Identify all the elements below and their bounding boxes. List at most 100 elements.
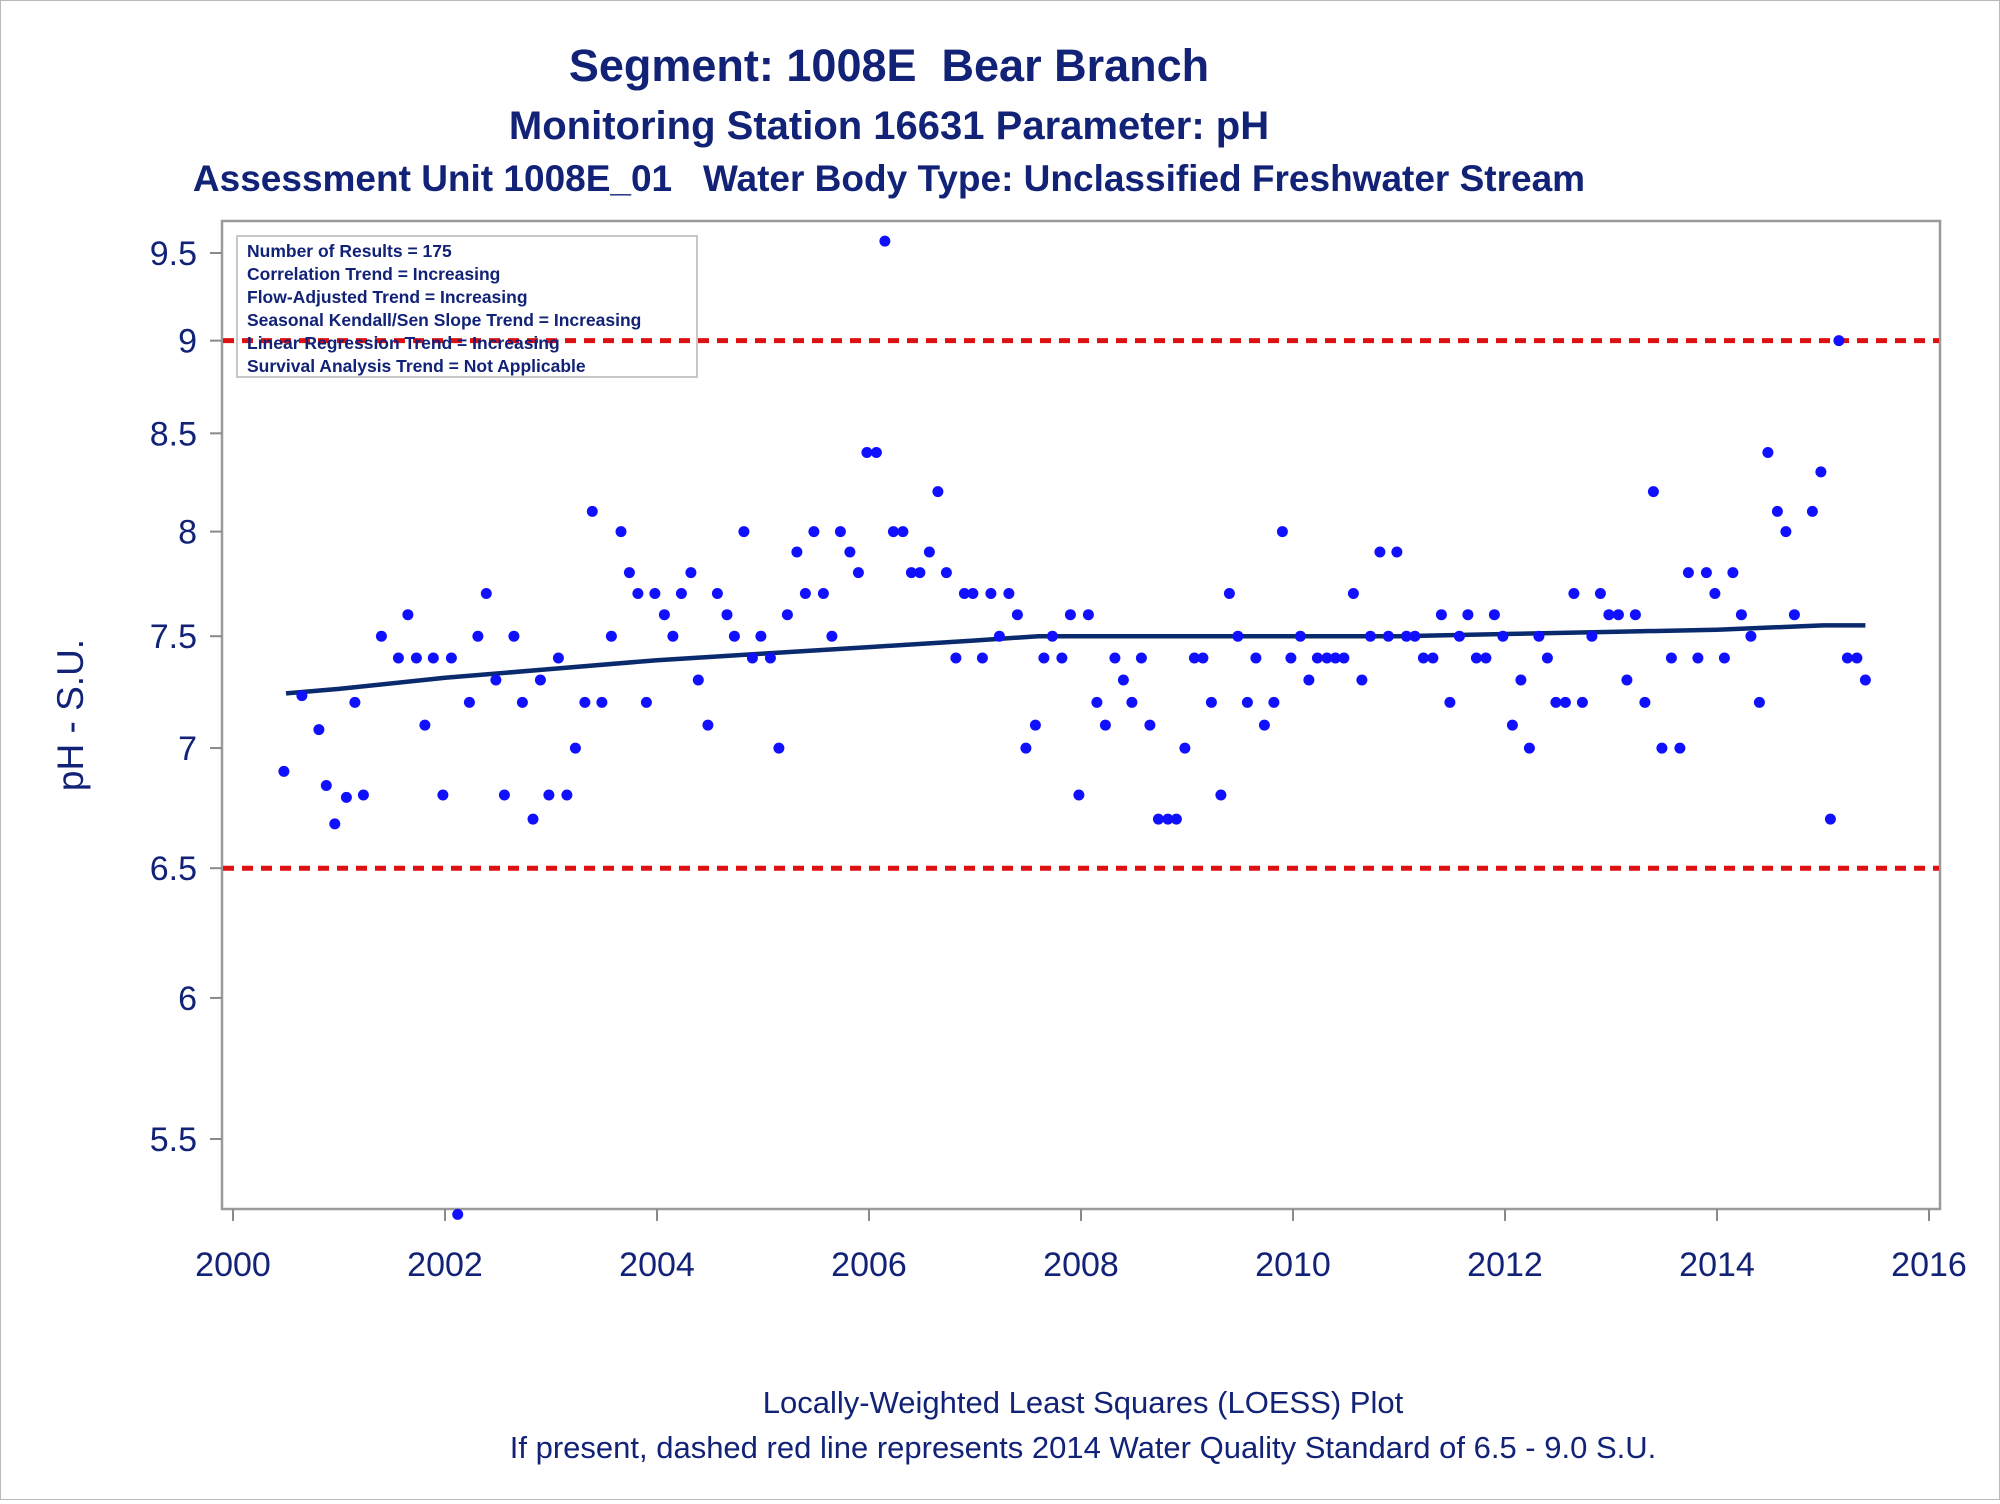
data-point	[278, 765, 290, 777]
data-point	[490, 674, 502, 686]
data-point	[940, 567, 952, 579]
data-point	[685, 567, 697, 579]
data-points	[278, 235, 1871, 1220]
data-point	[1497, 630, 1509, 642]
data-point	[746, 652, 758, 664]
data-point	[437, 789, 449, 801]
data-point	[667, 630, 679, 642]
data-point	[958, 588, 970, 599]
data-point	[357, 789, 369, 801]
data-point	[1003, 588, 1015, 599]
x-tick-label: 2008	[1043, 1246, 1119, 1284]
data-point	[1709, 588, 1721, 599]
data-point	[1135, 652, 1147, 664]
data-point	[1091, 696, 1103, 708]
data-point	[1258, 719, 1270, 731]
data-point	[932, 486, 944, 498]
stat-seasonal-kendall-trend: Seasonal Kendall/Sen Slope Trend = Incre…	[247, 310, 641, 330]
data-point	[1559, 696, 1571, 708]
data-point	[738, 526, 750, 538]
y-tick-label: 7	[178, 730, 197, 768]
y-tick-label: 6.5	[150, 850, 197, 888]
data-point	[1409, 630, 1421, 642]
data-point	[1435, 609, 1447, 621]
data-point	[808, 526, 820, 538]
stat-number-of-results: Number of Results = 175	[247, 241, 452, 261]
y-tick-label: 8	[178, 514, 197, 552]
data-point	[1718, 652, 1730, 664]
data-point	[340, 791, 352, 803]
data-point	[897, 526, 909, 538]
data-point	[1347, 588, 1359, 599]
data-point	[1064, 609, 1076, 621]
data-point	[402, 609, 414, 621]
data-point	[1170, 813, 1182, 825]
data-point	[1780, 526, 1792, 538]
footnote-loess: Locally-Weighted Least Squares (LOESS) P…	[763, 1385, 1404, 1420]
data-point	[1639, 696, 1651, 708]
data-point	[1374, 546, 1386, 558]
data-point	[1391, 546, 1403, 558]
data-point	[799, 588, 811, 599]
data-point	[844, 546, 856, 558]
data-point	[1162, 813, 1174, 825]
data-point	[1523, 742, 1535, 754]
data-point	[914, 567, 926, 579]
y-axis-label: pH - S.U.	[50, 639, 91, 791]
data-point	[1179, 742, 1191, 754]
data-point	[320, 780, 332, 791]
data-point	[1276, 526, 1288, 538]
data-point	[817, 588, 829, 599]
data-point	[516, 696, 528, 708]
plot-area	[220, 219, 1942, 1211]
data-point	[1603, 609, 1615, 621]
y-tick-label: 6	[178, 980, 197, 1018]
data-point	[1851, 652, 1863, 664]
data-point	[1046, 630, 1058, 642]
data-point	[1550, 696, 1562, 708]
stat-correlation-trend: Correlation Trend = Increasing	[247, 264, 500, 284]
data-point	[552, 652, 564, 664]
data-point	[427, 652, 439, 664]
data-point	[950, 652, 962, 664]
data-point	[1126, 696, 1138, 708]
data-point	[1594, 588, 1606, 599]
data-point	[1647, 486, 1659, 498]
x-axis: 2000 2002 2004 2006 2008 2010 2012 2014 2016	[195, 1209, 1967, 1284]
data-point	[1082, 609, 1094, 621]
data-point	[349, 696, 361, 708]
data-point	[711, 588, 723, 599]
data-point	[1144, 719, 1156, 731]
water-quality-standard-lines	[223, 338, 1939, 871]
data-point	[1444, 696, 1456, 708]
data-point	[764, 652, 776, 664]
data-point	[1205, 696, 1217, 708]
data-point	[1073, 789, 1085, 801]
loess-curve	[285, 623, 1866, 696]
data-point	[1841, 652, 1853, 664]
data-point	[1576, 696, 1588, 708]
chart-subtitle-assessment: Assessment Unit 1008E_01 Water Body Type…	[193, 158, 1585, 199]
data-point	[508, 630, 520, 642]
data-point	[1480, 652, 1492, 664]
x-tick-label: 2002	[407, 1246, 483, 1284]
data-point	[1470, 652, 1482, 664]
data-point	[887, 526, 899, 538]
data-point	[296, 690, 308, 702]
data-point	[1321, 652, 1333, 664]
data-point	[1727, 567, 1739, 579]
data-point	[1285, 652, 1297, 664]
x-tick-label: 2004	[619, 1246, 695, 1284]
data-point	[1629, 609, 1641, 621]
data-point	[1038, 652, 1050, 664]
data-point	[419, 719, 431, 731]
data-point	[498, 789, 510, 801]
data-point	[1488, 609, 1500, 621]
data-point	[1056, 652, 1068, 664]
data-point	[826, 630, 838, 642]
stat-linear-regression-trend: Linear Regression Trend = Increasing	[247, 333, 560, 353]
data-point	[967, 588, 979, 599]
data-point	[1311, 652, 1323, 664]
data-point	[1753, 696, 1765, 708]
